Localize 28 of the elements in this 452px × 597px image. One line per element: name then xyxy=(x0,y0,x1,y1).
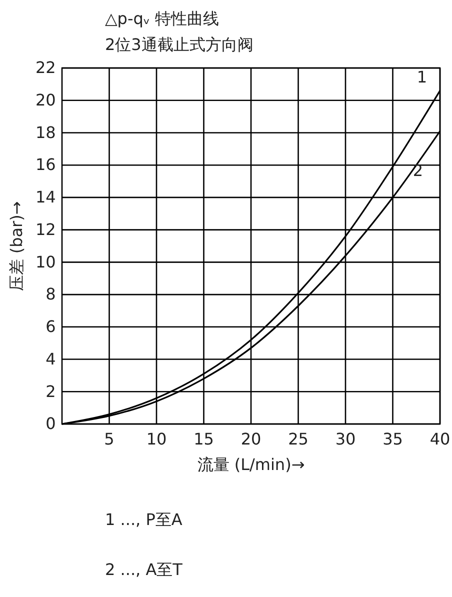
y-tick-label: 10 xyxy=(35,252,56,272)
y-tick-label: 18 xyxy=(35,122,56,142)
y-tick-label: 6 xyxy=(46,317,56,336)
chart-title: △p-qᵥ 特性曲线 xyxy=(105,9,220,28)
y-tick-label: 16 xyxy=(35,155,56,174)
x-tick-label: 10 xyxy=(146,430,167,449)
y-tick-label: 2 xyxy=(46,382,56,401)
y-tick-label: 12 xyxy=(35,220,56,239)
series-label: 1 xyxy=(416,68,428,87)
text: 2 ..., A至T xyxy=(105,560,183,579)
y-tick-label: 4 xyxy=(46,349,56,368)
y-axis-title: 压差 (bar)→ xyxy=(7,201,26,291)
x-tick-label: 30 xyxy=(335,430,356,449)
x-tick-label: 25 xyxy=(288,430,308,449)
y-tick-label: 22 xyxy=(35,58,56,78)
text: 1 ..., P至A xyxy=(105,510,182,529)
x-tick-label: 5 xyxy=(104,430,114,449)
x-axis-title: 流量 (L/min)→ xyxy=(197,455,305,474)
y-tick-label: 14 xyxy=(35,188,56,207)
x-tick-label: 35 xyxy=(382,430,403,449)
y-tick-label: 8 xyxy=(46,284,56,304)
x-tick-label: 15 xyxy=(194,430,214,449)
x-tick-label: 40 xyxy=(430,430,450,449)
series-label: 2 xyxy=(412,161,424,180)
y-tick-label: 0 xyxy=(46,414,56,434)
y-tick-label: 20 xyxy=(35,90,56,110)
chart-subtitle: 2位3通截止式方向阀 xyxy=(105,35,254,54)
x-tick-label: 20 xyxy=(240,430,262,449)
